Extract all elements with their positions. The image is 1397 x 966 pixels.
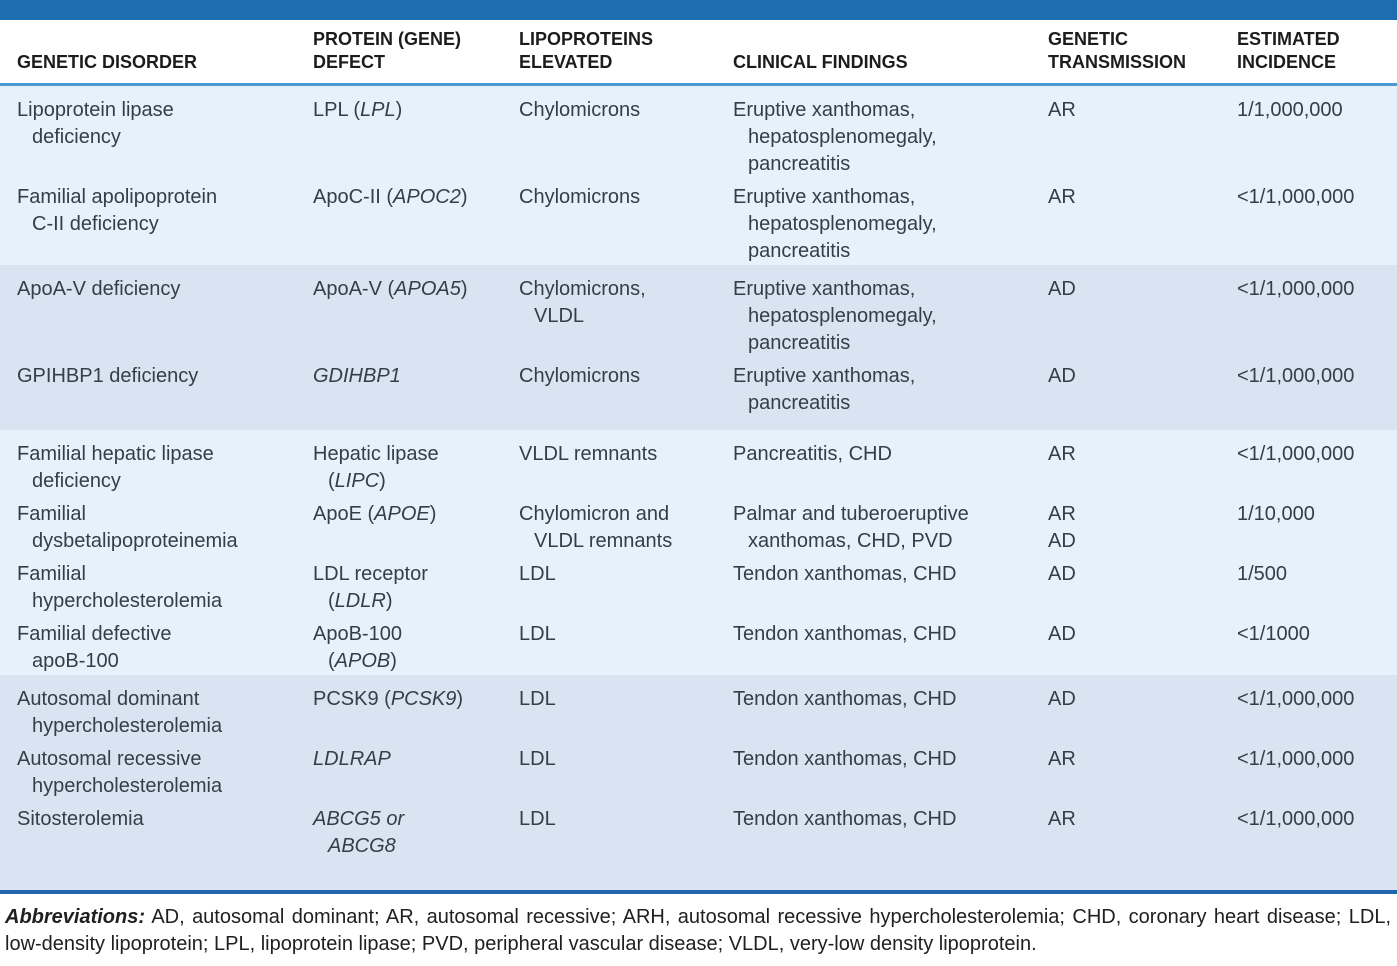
cell-incidence: <1/1,000,000 [1220, 430, 1397, 495]
cell-incidence: <1/1,000,000 [1220, 675, 1397, 740]
column-header-transmission: GENETIC TRANSMISSION [1031, 20, 1220, 86]
cell-transmission: AR [1031, 740, 1220, 800]
cell-transmission: AD [1031, 615, 1220, 675]
cell-lipoproteins: Chylomicron and VLDL remnants [502, 495, 716, 555]
footnote-text: AD, autosomal dominant; AR, autosomal re… [5, 906, 1391, 955]
cell-transmission: AD [1031, 265, 1220, 357]
cell-defect: ApoC-II (APOC2) [296, 178, 502, 265]
cell-defect: ApoB-100 (APOB) [296, 615, 502, 675]
table-row: Autosomal recessive hypercholesterolemia L… [0, 740, 1397, 800]
cell-lipoproteins: LDL [502, 800, 716, 890]
cell-incidence: <1/1,000,000 [1220, 800, 1397, 890]
cell-incidence: <1/1,000,000 [1220, 357, 1397, 430]
cell-findings: Eruptive xanthomas, hepatosplenomegaly, pa… [716, 84, 1031, 178]
column-header-defect: PROTEIN (GENE) DEFECT [296, 20, 502, 86]
cell-transmission: AD [1031, 555, 1220, 615]
cell-findings: Eruptive xanthomas, hepatosplenomegaly, pa… [716, 178, 1031, 265]
cell-transmission: AD [1031, 357, 1220, 430]
cell-findings: Eruptive xanthomas, hepatosplenomegaly, pa… [716, 265, 1031, 357]
column-header-incidence: ESTIMATED INCIDENCE [1220, 20, 1397, 86]
cell-findings: Tendon xanthomas, CHD [716, 615, 1031, 675]
cell-lipoproteins: VLDL remnants [502, 430, 716, 495]
cell-lipoproteins: LDL [502, 615, 716, 675]
cell-defect: GDIHBP1 [296, 357, 502, 430]
table-header: GENETIC DISORDER PROTEIN (GENE) DEFECT LIPO… [0, 20, 1397, 86]
cell-defect: LDL receptor (LDLR) [296, 555, 502, 615]
header-row: GENETIC DISORDER PROTEIN (GENE) DEFECT LIPO… [0, 20, 1397, 86]
cell-lipoproteins: Chylomicrons [502, 178, 716, 265]
cell-incidence: 1/1,000,000 [1220, 84, 1397, 178]
cell-transmission: AR [1031, 84, 1220, 178]
cell-disorder: GPIHBP1 deficiency [0, 357, 296, 430]
cell-transmission: AR AD [1031, 495, 1220, 555]
cell-incidence: 1/500 [1220, 555, 1397, 615]
table-row: Sitosterolemia ABCG5 or ABCG8 LDL Tendon xan… [0, 800, 1397, 890]
cell-lipoproteins: LDL [502, 555, 716, 615]
cell-findings: Pancreatitis, CHD [716, 430, 1031, 495]
column-header-disorder: GENETIC DISORDER [0, 20, 296, 86]
cell-defect: LDLRAP [296, 740, 502, 800]
cell-disorder: ApoA-V deficiency [0, 265, 296, 357]
cell-disorder: Lipoprotein lipase deficiency [0, 84, 296, 178]
table-top-border [0, 0, 1397, 20]
table-row: Autosomal dominant hypercholesterolemia PC… [0, 675, 1397, 740]
cell-findings: Palmar and tuberoeruptive xanthomas, CHD,… [716, 495, 1031, 555]
cell-defect: LPL (LPL) [296, 84, 502, 178]
genetic-lipoprotein-disorders-table: GENETIC DISORDER PROTEIN (GENE) DEFECT LIPO… [0, 20, 1397, 890]
cell-incidence: <1/1,000,000 [1220, 740, 1397, 800]
table-row: Familial defective apoB-100 ApoB-100 (APOB)… [0, 615, 1397, 675]
cell-findings: Tendon xanthomas, CHD [716, 740, 1031, 800]
cell-transmission: AD [1031, 675, 1220, 740]
cell-findings: Tendon xanthomas, CHD [716, 675, 1031, 740]
cell-disorder: Familial hepatic lipase deficiency [0, 430, 296, 495]
table-body: Lipoprotein lipase deficiency LPL (LPL) Chy… [0, 84, 1397, 890]
cell-incidence: <1/1000 [1220, 615, 1397, 675]
cell-lipoproteins: Chylomicrons, VLDL [502, 265, 716, 357]
cell-transmission: AR [1031, 178, 1220, 265]
cell-disorder: Sitosterolemia [0, 800, 296, 890]
cell-defect: ApoE (APOE) [296, 495, 502, 555]
table-row: Familial apolipoprotein C-II deficiency Ap… [0, 178, 1397, 265]
footnote-label: Abbreviations: [5, 906, 146, 928]
cell-defect: Hepatic lipase (LIPC) [296, 430, 502, 495]
table-row: ApoA-V deficiency ApoA-V (APOA5) Chylomicr… [0, 265, 1397, 357]
table-bottom-border [0, 890, 1397, 894]
cell-disorder: Autosomal dominant hypercholesterolemia [0, 675, 296, 740]
cell-findings: Tendon xanthomas, CHD [716, 555, 1031, 615]
cell-lipoproteins: Chylomicrons [502, 357, 716, 430]
table-row: GPIHBP1 deficiency GDIHBP1 Chylomicrons Eru… [0, 357, 1397, 430]
cell-lipoproteins: LDL [502, 675, 716, 740]
abbreviations-footnote: Abbreviations: AD, autosomal dominant; A… [0, 904, 1397, 966]
cell-disorder: Familial hypercholesterolemia [0, 555, 296, 615]
cell-lipoproteins: LDL [502, 740, 716, 800]
cell-lipoproteins: Chylomicrons [502, 84, 716, 178]
table-row: Familial dysbetalipoproteinemia ApoE (APOE… [0, 495, 1397, 555]
column-header-lipoproteins: LIPOPROTEINS ELEVATED [502, 20, 716, 86]
cell-disorder: Familial defective apoB-100 [0, 615, 296, 675]
cell-defect: PCSK9 (PCSK9) [296, 675, 502, 740]
cell-disorder: Familial dysbetalipoproteinemia [0, 495, 296, 555]
cell-defect: ABCG5 or ABCG8 [296, 800, 502, 890]
cell-transmission: AR [1031, 430, 1220, 495]
cell-defect: ApoA-V (APOA5) [296, 265, 502, 357]
cell-disorder: Autosomal recessive hypercholesterolemia [0, 740, 296, 800]
table-row: Familial hepatic lipase deficiency Hepatic… [0, 430, 1397, 495]
cell-incidence: <1/1,000,000 [1220, 265, 1397, 357]
cell-disorder: Familial apolipoprotein C-II deficiency [0, 178, 296, 265]
cell-findings: Tendon xanthomas, CHD [716, 800, 1031, 890]
cell-findings: Eruptive xanthomas, pancreatitis [716, 357, 1031, 430]
cell-incidence: 1/10,000 [1220, 495, 1397, 555]
cell-incidence: <1/1,000,000 [1220, 178, 1397, 265]
column-header-findings: CLINICAL FINDINGS [716, 20, 1031, 86]
table-row: Lipoprotein lipase deficiency LPL (LPL) Chy… [0, 84, 1397, 178]
cell-transmission: AR [1031, 800, 1220, 890]
table-row: Familial hypercholesterolemia LDL receptor… [0, 555, 1397, 615]
